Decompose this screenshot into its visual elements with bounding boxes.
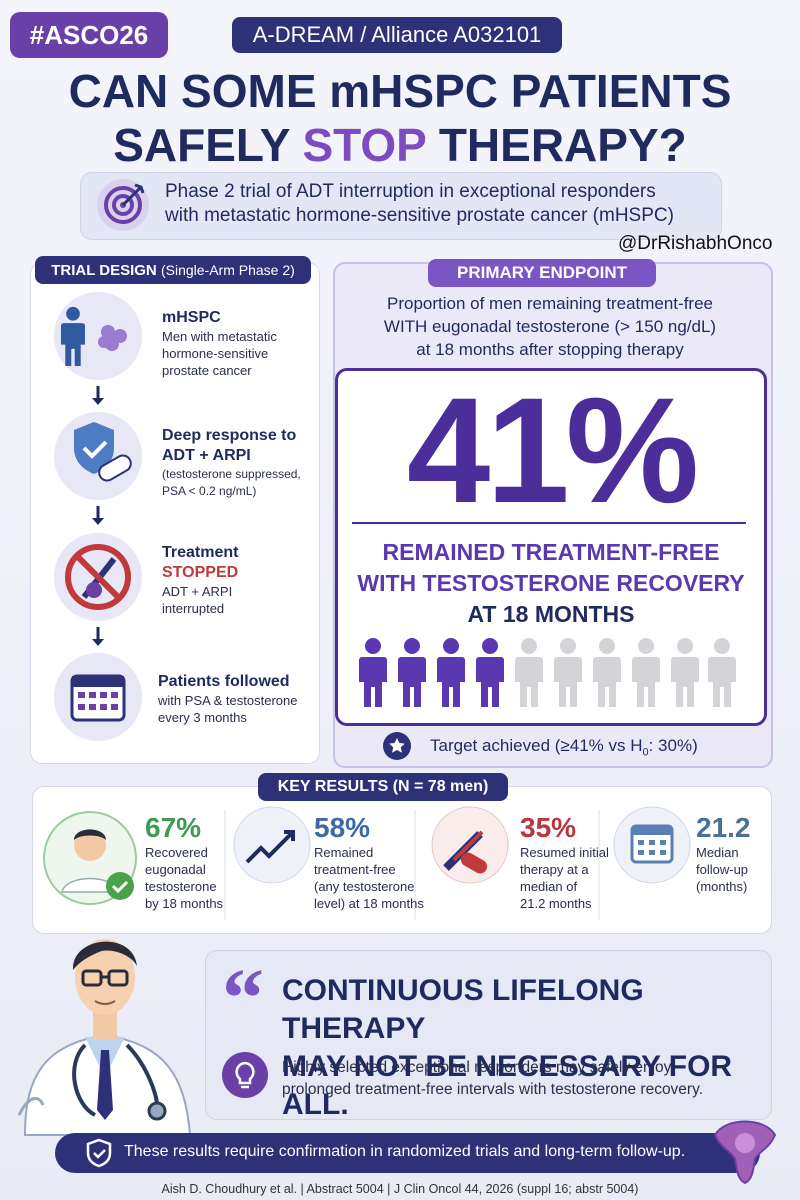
subtitle: Phase 2 trial of ADT interruption in exc…	[165, 180, 715, 228]
step-line: Men with metastatic	[162, 329, 277, 344]
target: Target achieved (≥41% vs H0: 30%)	[430, 736, 770, 758]
subtitle-box	[80, 172, 722, 240]
conclusion-box	[205, 950, 772, 1120]
key-line: 21.2 months	[520, 896, 592, 911]
trial-design-heading: TRIAL DESIGN (Single-Arm Phase 2)	[35, 256, 311, 284]
target-icon	[97, 179, 149, 231]
key-line: eugonadal	[145, 862, 206, 877]
step-line: (testosterone suppressed,	[162, 467, 301, 481]
step: mHSPC Men with metastatic hormone-sensitiv…	[162, 308, 312, 379]
result-value: 41%	[406, 366, 699, 534]
target-subscript: 0	[642, 746, 649, 759]
key-line: testosterone	[145, 879, 217, 894]
footer-text: These results require confirmation in ra…	[124, 1143, 686, 1160]
subtitle-line: with metastatic hormone-sensitive prosta…	[165, 205, 674, 226]
key-result-icons	[43, 806, 691, 920]
key-line: therapy at a	[520, 862, 589, 877]
step-line: every 3 months	[158, 710, 247, 725]
step-title: ADT + ARPI	[162, 447, 251, 464]
key-line: Resumed initial	[520, 845, 609, 860]
step-line: interrupted	[162, 601, 225, 616]
title-part: SAFELY	[113, 119, 303, 171]
key-line: (any testosterone	[314, 879, 415, 894]
quote: CONTINUOUS LIFELONG THERAPY MAY NOT BE NE…	[282, 972, 762, 1124]
heading: TRIAL DESIGN	[51, 262, 157, 279]
footer-banner	[55, 1133, 760, 1173]
body-line: Highly selected exceptional responders m…	[282, 1059, 672, 1076]
key-line: median of	[520, 879, 578, 894]
step-line: hormone-sensitive	[162, 346, 269, 361]
result-line: WITH TESTOSTERONE RECOVERY	[357, 570, 745, 596]
key-value: 21.2	[696, 812, 751, 843]
heading-note: (Single-Arm Phase 2)	[160, 262, 295, 278]
key-value: 35%	[520, 812, 577, 843]
endpoint-description: Proportion of men remaining treatment-fr…	[335, 292, 765, 361]
conclusion-body: Highly selected exceptional responders m…	[282, 1057, 767, 1101]
step-line: with PSA & testosterone	[158, 693, 298, 708]
step: Treatment STOPPED ADT + ARPI interrupted	[162, 543, 312, 617]
key-results-heading: KEY RESULTS (N = 78 men)	[258, 773, 508, 801]
key-line: (months)	[696, 879, 748, 894]
step-line: prostate cancer	[162, 363, 252, 378]
trial-name: A-DREAM / Alliance A032101	[232, 17, 562, 53]
key-result: 58% Remained treatment-free (any testostero…	[314, 812, 424, 912]
quote-line: CONTINUOUS LIFELONG THERAPY	[282, 974, 644, 1045]
bulb-icon	[222, 1052, 268, 1098]
doctor-illustration	[17, 939, 192, 1136]
step-title: Treatment	[162, 544, 239, 561]
anatomy-icon	[713, 1120, 777, 1185]
step-title: Patients followed	[158, 673, 290, 690]
title-part: THERAPY?	[426, 119, 687, 171]
key-result: 35% Resumed initial therapy at a median of 2…	[520, 812, 610, 912]
shield-icon	[86, 1138, 112, 1168]
star-icon	[383, 732, 411, 760]
description-line: at 18 months after stopping therapy	[416, 340, 684, 359]
divider	[352, 522, 746, 524]
key-value: 67%	[145, 812, 202, 843]
tag: #ASCO26	[10, 12, 168, 58]
key-line: follow-up	[696, 862, 749, 877]
quote-line: MAY NOT BE NECESSARY FOR ALL.	[282, 1050, 733, 1121]
key-line: level) at 18 months	[314, 896, 424, 911]
target-text: : 30%)	[648, 736, 698, 755]
key-line: by 18 months	[145, 896, 224, 911]
step-line: PSA < 0.2 ng/mL)	[162, 484, 257, 498]
key-line: Remained	[314, 845, 374, 860]
title-highlight: STOP	[302, 119, 427, 171]
step: Deep response to ADT + ARPI (testosterone …	[162, 426, 318, 500]
key-value: 58%	[314, 812, 371, 843]
key-result: 67% Recovered eugonadal testosterone by 18 m…	[145, 812, 230, 912]
title-line: SAFELY STOP THERAPY?	[0, 118, 800, 172]
key-result: 21.2 Median follow-up (months)	[696, 812, 766, 895]
result-lines: REMAINED TREATMENT-FREE WITH TESTOSTERONE…	[335, 537, 767, 630]
quote-mark: “	[222, 952, 264, 1045]
key-line: Recovered	[145, 845, 208, 860]
result-line: REMAINED TREATMENT-FREE	[382, 539, 720, 565]
handle: @DrRishabhOnco	[618, 233, 773, 254]
description-line: Proportion of men remaining treatment-fr…	[387, 294, 713, 313]
step-title: Deep response to	[162, 427, 297, 444]
step: Patients followed with PSA & testosterone…	[158, 672, 314, 726]
citation: Aish D. Choudhury et al. | Abstract 5004…	[161, 1182, 639, 1196]
result-line: AT 18 MONTHS	[467, 601, 635, 627]
key-line: Median	[696, 845, 739, 860]
step-highlight: STOPPED	[162, 564, 239, 581]
endpoint-heading: PRIMARY ENDPOINT	[428, 259, 656, 287]
description-line: WITH eugonadal testosterone (> 150 ng/dL…	[383, 317, 717, 336]
target-text: Target achieved (≥41% vs H	[430, 736, 643, 755]
key-line: treatment-free	[314, 862, 396, 877]
step-line: ADT + ARPI	[162, 584, 233, 599]
body-line: prolonged treatment-free intervals with …	[282, 1081, 703, 1098]
people-figures	[359, 638, 736, 707]
step-title: mHSPC	[162, 309, 221, 326]
step-icons	[54, 292, 142, 741]
subtitle-line: Phase 2 trial of ADT interruption in exc…	[165, 181, 656, 202]
title-line: CAN SOME mHSPC PATIENTS	[68, 65, 732, 117]
